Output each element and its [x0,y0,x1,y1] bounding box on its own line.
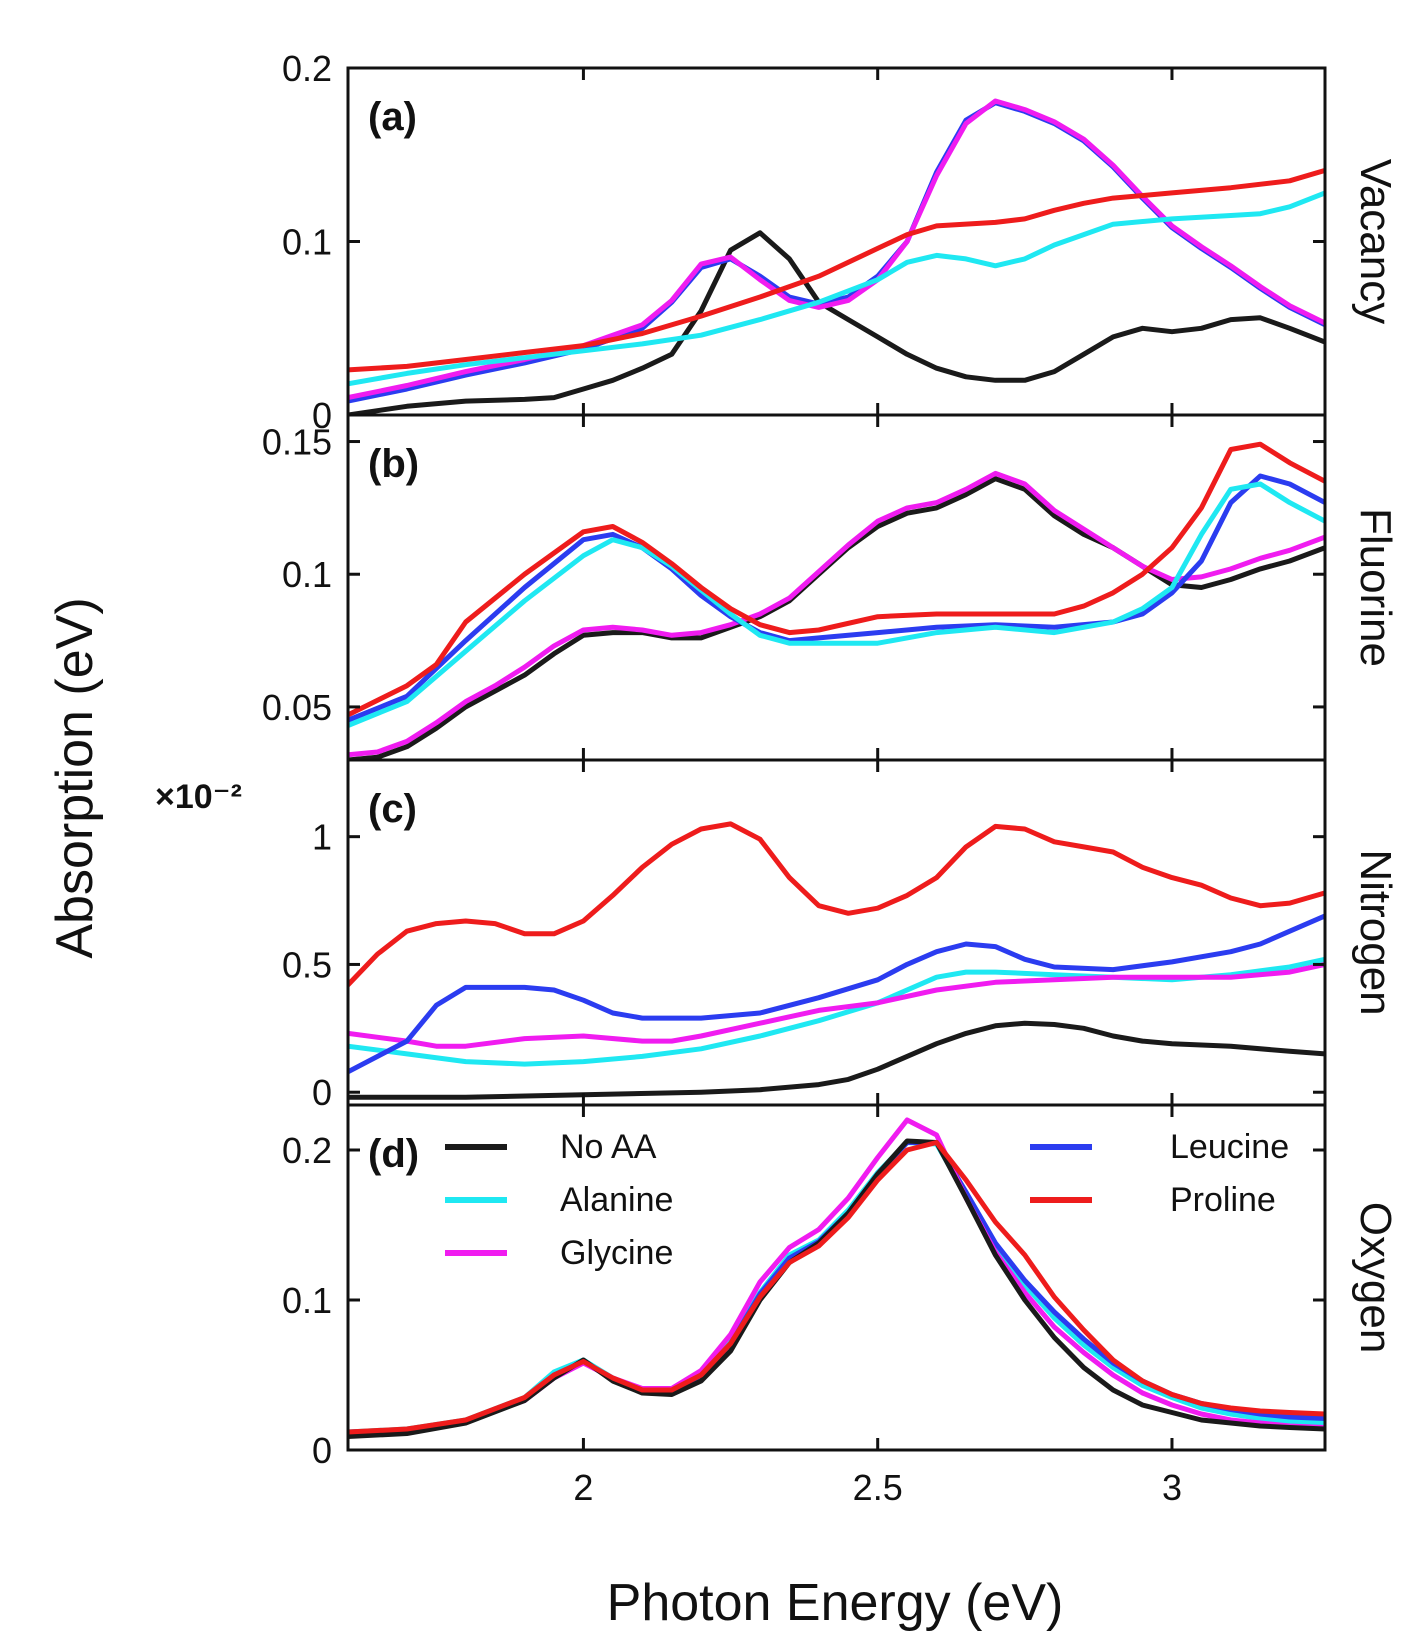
panel-nitrogen-ytick-label: 0 [312,1072,332,1113]
legend-label-leucine: Leucine [1170,1128,1289,1166]
panel-fluorine-series-glycine [348,470,1325,758]
panel-nitrogen-ytick-label: 1 [312,817,332,858]
panel-vacancy-series-alanine [348,190,1325,387]
panel-vacancy-ytick-label: 0.2 [282,48,332,89]
x-tick-label: 3 [1162,1467,1182,1508]
panel-oxygen-ytick-label: 0.1 [282,1280,332,1321]
panel-oxygen-side-label: Oxygen [1351,1202,1400,1354]
panel-nitrogen-series-no-aa [348,1020,1325,1100]
panel-vacancy-series-proline [348,167,1325,373]
panel-nitrogen-series-glycine [348,961,1325,1049]
panel-fluorine-series-leucine [348,473,1325,723]
panel-oxygen-series-proline [348,1140,1325,1435]
panel-oxygen-tag: (d) [368,1132,419,1176]
panel-nitrogen-tag: (c) [368,787,417,831]
panel-vacancy-series-no-aa [348,230,1325,415]
panel-oxygen-ytick-label: 0 [312,1430,332,1471]
panel-vacancy-series-glycine [348,98,1325,401]
panel-nitrogen-series-leucine [348,913,1325,1075]
panel-nitrogen-scale-note: ×10⁻² [155,778,242,816]
panel-nitrogen-side-label: Nitrogen [1351,849,1400,1015]
panel-nitrogen-ytick-label: 0.5 [282,944,332,985]
panel-fluorine-ytick-label: 0.1 [282,554,332,595]
panel-vacancy-side-label: Vacancy [1351,159,1400,325]
panel-fluorine-series-proline [348,441,1325,718]
legend-label-glycine: Glycine [560,1234,673,1272]
panel-oxygen-ytick-label: 0.2 [282,1130,332,1171]
legend-label-proline: Proline [1170,1181,1276,1219]
panel-fluorine-ytick-label: 0.05 [262,687,332,728]
panel-vacancy-ytick-label: 0 [312,395,332,436]
panel-fluorine-tag: (b) [368,442,419,486]
legend-label-alanine: Alanine [560,1181,673,1219]
y-axis-title: Absorption (eV) [46,597,104,958]
panel-fluorine-series-alanine [348,481,1325,728]
panel-vacancy-tag: (a) [368,95,417,139]
panel-fluorine-side-label: Fluorine [1351,508,1400,667]
panel-vacancy-ytick-label: 0.1 [282,222,332,263]
panel-fluorine-ytick-label: 0.15 [262,422,332,463]
x-axis-title: Photon Energy (eV) [607,1574,1064,1632]
panel-oxygen-frame [346,1103,1327,1452]
plot-layer: 0 0.1 0.2 (a) Vacancy 0.05 0.1 0.15 (b) Fluorine 0… [155,48,1400,1508]
legend-label-no-aa: No AA [560,1128,657,1166]
x-tick-label: 2.5 [853,1467,903,1508]
x-tick-label: 2 [573,1467,593,1508]
panel-nitrogen-series-proline [348,821,1325,988]
